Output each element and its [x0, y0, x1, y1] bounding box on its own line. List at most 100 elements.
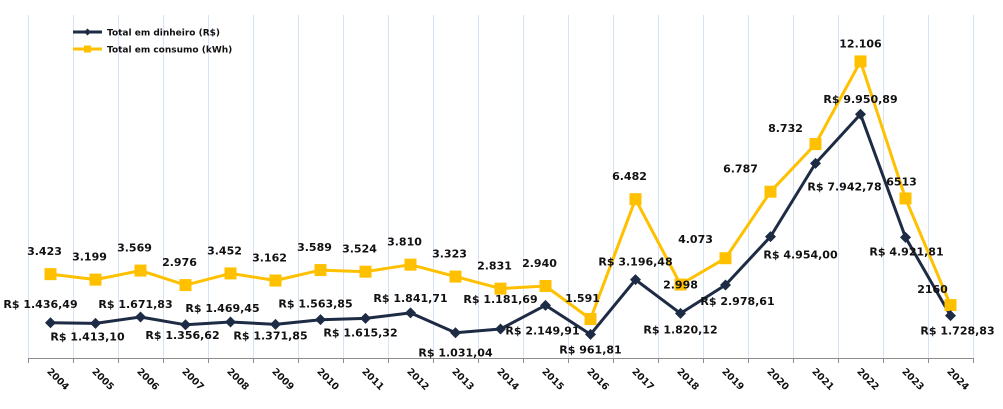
marker-diamond — [180, 319, 191, 331]
x-tick-label: 2016 — [584, 366, 611, 393]
marker-diamond — [45, 317, 56, 329]
marker-square — [539, 279, 552, 292]
x-tick-labels: 2004 2005 2006 2007 2008 2009 2010 2011 2012 2013… — [44, 366, 971, 393]
marker-diamond — [765, 231, 776, 243]
marker-diamond — [675, 307, 686, 319]
marker-square — [629, 193, 642, 206]
data-label-consumption: 1.591 — [565, 292, 600, 305]
data-label-consumption: 3.323 — [432, 248, 467, 261]
gridlines — [28, 15, 974, 358]
marker-square — [44, 268, 57, 281]
marker-diamond — [855, 108, 866, 120]
data-label-money: R$ 1.181,69 — [463, 293, 537, 306]
data-label-money: R$ 4.921,81 — [869, 245, 943, 258]
x-tick-label: 2019 — [719, 366, 745, 392]
data-label-consumption: 3.524 — [342, 243, 377, 256]
marker-diamond — [810, 157, 821, 169]
data-label-consumption: 3.162 — [252, 252, 287, 265]
x-tick-label: 2015 — [539, 366, 565, 392]
marker-square — [944, 299, 957, 312]
data-label-money: R$ 1.031,04 — [418, 347, 493, 360]
x-tick-label: 2006 — [134, 366, 161, 393]
data-labels: 3.423 3.199 3.569 2.976 3.452 3.162 3.589 3.524… — [3, 37, 994, 359]
x-tick-label: 2021 — [809, 366, 835, 392]
marker-square — [404, 258, 417, 271]
x-tick-label: 2020 — [764, 366, 791, 393]
x-tick-label: 2009 — [269, 366, 295, 392]
x-tick-label: 2017 — [629, 366, 655, 392]
data-label-consumption: 2160 — [917, 283, 948, 296]
x-tick-label: 2013 — [449, 366, 475, 392]
x-tick-label: 2012 — [404, 366, 430, 392]
data-label-money: R$ 2.149,91 — [505, 324, 579, 337]
marker-diamond — [360, 312, 371, 324]
x-tick-label: 2011 — [359, 366, 385, 392]
data-label-money: R$ 9.950,89 — [823, 93, 897, 106]
x-tick-label: 2008 — [224, 366, 251, 393]
data-label-consumption: 3.810 — [387, 236, 422, 249]
x-tick-label: 2010 — [314, 366, 341, 393]
marker-diamond — [540, 299, 551, 311]
data-label-money: R$ 7.942,78 — [807, 180, 881, 193]
x-tick-label: 2014 — [494, 366, 521, 393]
marker-diamond — [900, 231, 911, 243]
data-label-money: R$ 1.356,62 — [145, 329, 219, 342]
marker-square — [494, 282, 507, 295]
data-label-consumption: 6.482 — [612, 170, 647, 183]
marker-square — [809, 138, 822, 151]
data-label-money: R$ 1.820,12 — [643, 323, 717, 336]
data-label-money: R$ 1.671,83 — [98, 298, 172, 311]
data-label-consumption: 12.106 — [839, 37, 882, 50]
data-label-consumption: 4.073 — [678, 233, 713, 246]
x-axis — [28, 358, 974, 363]
marker-diamond — [450, 327, 461, 339]
marker-square — [224, 267, 237, 280]
data-label-money: R$ 1.615,32 — [323, 326, 397, 339]
legend-square-icon — [84, 45, 91, 53]
marker-diamond — [135, 311, 146, 323]
data-label-consumption: 3.452 — [207, 244, 242, 257]
data-label-money: R$ 3.196,48 — [598, 256, 672, 269]
data-label-consumption: 3.199 — [72, 251, 107, 264]
x-tick-label: 2004 — [44, 366, 71, 393]
data-label-money: R$ 1.413,10 — [50, 330, 125, 343]
marker-square — [584, 313, 597, 326]
marker-square — [179, 279, 192, 292]
marker-diamond — [945, 310, 956, 322]
data-label-money: R$ 961,81 — [559, 343, 621, 356]
data-label-money: R$ 1.371,85 — [233, 329, 307, 342]
marker-square — [89, 273, 102, 286]
marker-square — [854, 55, 867, 68]
legend-item-money: Total em dinheiro (R$) — [73, 28, 220, 39]
data-label-consumption: 6.787 — [723, 163, 758, 176]
marker-diamond — [630, 274, 641, 286]
marker-diamond — [270, 318, 281, 330]
x-tick-label: 2007 — [179, 366, 205, 392]
marker-diamond — [225, 316, 236, 328]
legend-label-consumption: Total em consumo (kWh) — [107, 46, 232, 56]
data-label-money: R$ 2.978,61 — [700, 295, 774, 308]
data-label-consumption: 3.589 — [297, 241, 332, 254]
marker-diamond — [315, 314, 326, 326]
marker-square — [269, 274, 282, 287]
marker-square — [719, 252, 732, 265]
marker-square — [134, 264, 147, 277]
x-tick-label: 2018 — [674, 366, 701, 393]
marker-square — [674, 278, 687, 291]
marker-diamond — [90, 317, 101, 329]
legend-label-money: Total em dinheiro (R$) — [107, 29, 220, 39]
data-label-consumption: 8.732 — [768, 122, 803, 135]
series-markers — [44, 55, 957, 340]
x-tick-label: 2023 — [899, 366, 925, 392]
marker-square — [764, 185, 777, 198]
data-label-money: R$ 1.841,71 — [373, 292, 447, 305]
data-label-consumption: 2.998 — [663, 279, 698, 292]
marker-square — [314, 264, 327, 277]
x-tick-label: 2005 — [89, 366, 115, 392]
data-label-consumption: 2.940 — [522, 257, 557, 270]
data-label-consumption: 3.569 — [117, 242, 152, 255]
data-label-consumption: 6513 — [886, 175, 917, 188]
data-label-money: R$ 1.469,45 — [185, 302, 259, 315]
data-label-money: R$ 1.436,49 — [3, 298, 77, 311]
